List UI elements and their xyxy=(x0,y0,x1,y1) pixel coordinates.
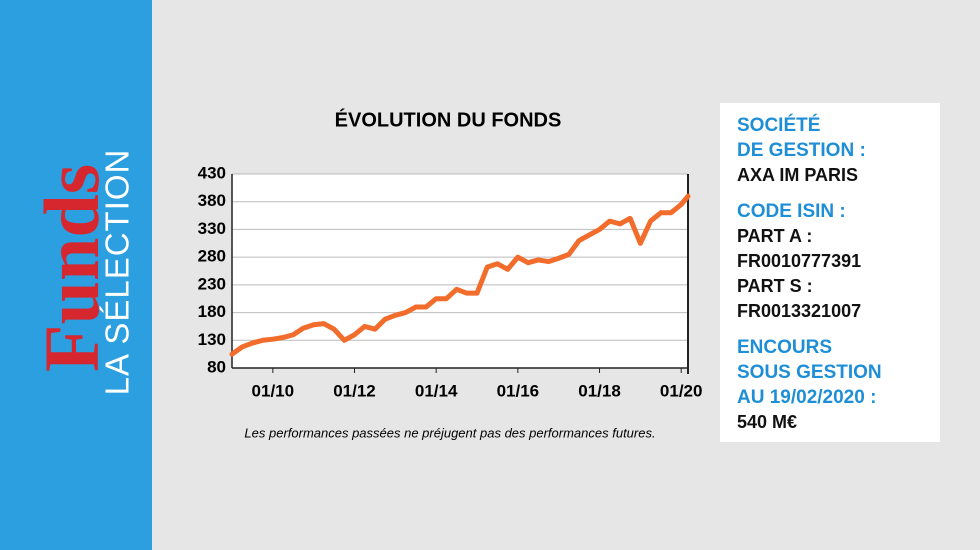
chart-title: ÉVOLUTION DU FONDS xyxy=(335,108,562,131)
x-tick-label: 01/12 xyxy=(333,381,376,400)
info-value: FR0013321007 xyxy=(737,301,861,321)
y-tick-label: 430 xyxy=(198,163,226,182)
sidebar xyxy=(0,0,152,550)
info-value: PART A : xyxy=(737,226,812,246)
x-tick-label: 01/16 xyxy=(497,381,540,400)
plot-area xyxy=(232,174,688,368)
sidebar-subtitle: LA SÉLECTION xyxy=(99,149,136,396)
y-tick-label: 180 xyxy=(198,302,226,321)
y-tick-label: 280 xyxy=(198,247,226,266)
info-heading: SOUS GESTION xyxy=(737,362,882,383)
info-value: FR0010777391 xyxy=(737,251,861,271)
y-tick-label: 230 xyxy=(198,274,226,293)
chart-note: Les performances passées ne préjugent pa… xyxy=(244,425,655,440)
x-tick-label: 01/10 xyxy=(252,381,295,400)
info-box xyxy=(720,103,940,442)
y-tick-label: 130 xyxy=(198,330,226,349)
line-series xyxy=(229,193,691,357)
y-tick-label: 380 xyxy=(198,191,226,210)
info-heading: AU 19/02/2020 : xyxy=(737,387,876,408)
x-tick-label: 01/18 xyxy=(578,381,621,400)
info-value: PART S : xyxy=(737,276,813,296)
info-heading: DE GESTION : xyxy=(737,140,866,161)
y-tick-label: 80 xyxy=(207,357,226,376)
info-heading: CODE ISIN : xyxy=(737,201,846,222)
x-tick-label: 01/20 xyxy=(660,381,703,400)
info-heading: ENCOURS xyxy=(737,337,832,358)
y-tick-label: 330 xyxy=(198,219,226,238)
sidebar-title: Funds xyxy=(28,164,115,372)
info-value: 540 M€ xyxy=(737,412,797,432)
x-tick-label: 01/14 xyxy=(415,381,458,400)
info-heading: SOCIÉTÉ xyxy=(737,114,820,136)
info-value: AXA IM PARIS xyxy=(737,165,858,185)
